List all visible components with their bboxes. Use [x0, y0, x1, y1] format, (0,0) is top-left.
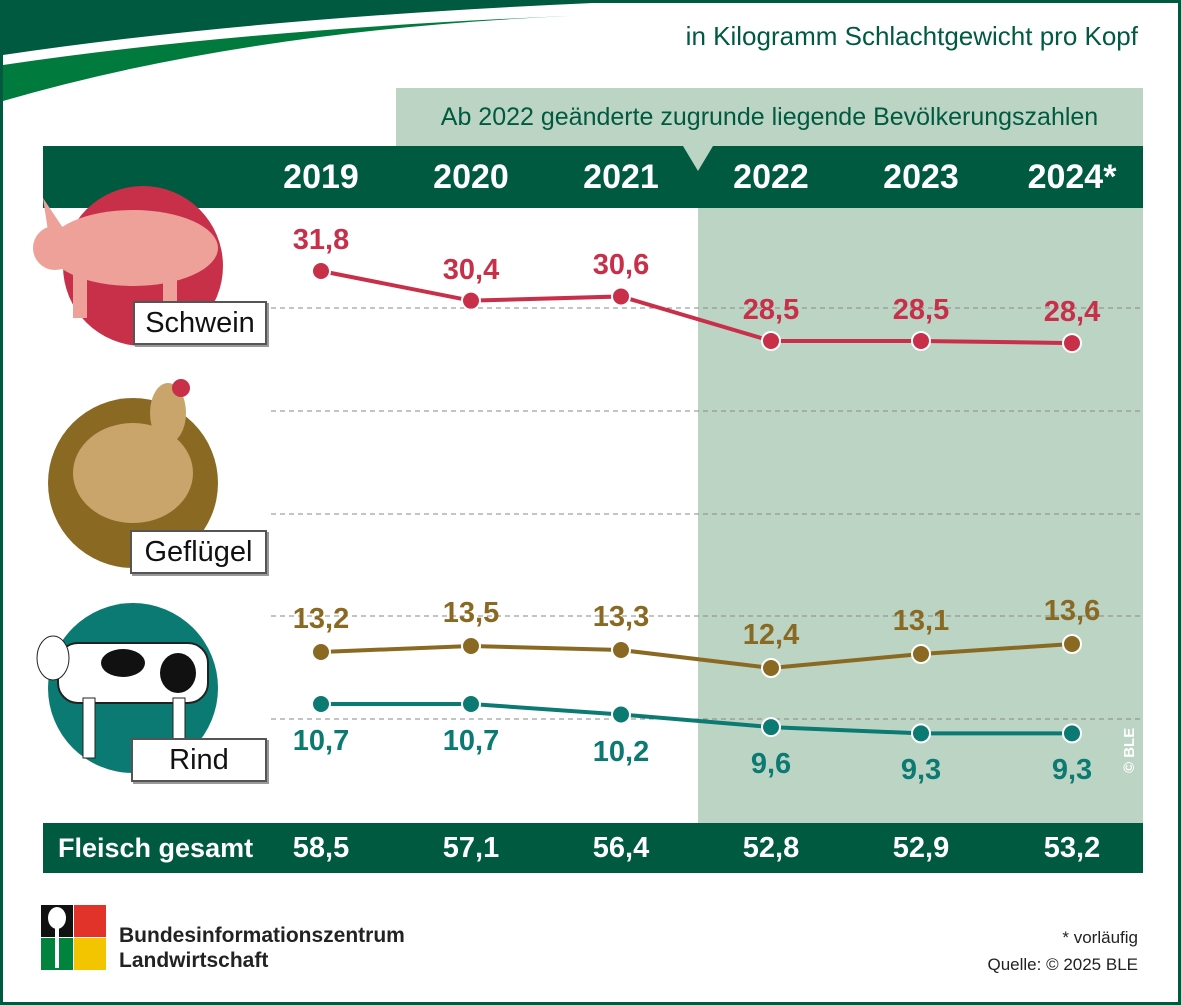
footnote: * vorläufig [1062, 928, 1138, 947]
series-line-1 [320, 642, 1073, 671]
data-label: 13,2 [292, 603, 350, 635]
data-point [911, 723, 931, 744]
data-point [461, 636, 481, 656]
logo [41, 905, 106, 970]
data-label: 9,3 [1051, 754, 1093, 787]
year-2020: 2020 [433, 158, 509, 196]
data-point [611, 286, 631, 307]
total-2021: 56,4 [592, 832, 650, 864]
data-label: 30,6 [592, 249, 650, 282]
data-label: 31,8 [292, 224, 350, 256]
total-2024: 53,2 [1043, 832, 1101, 864]
label-rind: Rind [131, 738, 267, 782]
data-label: 10,7 [292, 725, 350, 757]
org-name: Bundesinformationszentrum Landwirtschaft [119, 923, 405, 973]
data-label: 9,6 [750, 748, 792, 781]
year-2024: 2024* [1027, 158, 1117, 196]
data-label: 10,2 [592, 735, 650, 768]
note-pointer [683, 146, 713, 171]
data-label: 9,3 [900, 754, 942, 787]
data-point [911, 330, 931, 351]
year-header [43, 146, 1143, 208]
data-label: 13,3 [592, 601, 650, 633]
header-swoosh-light [3, 15, 593, 101]
data-point [911, 644, 931, 664]
year-2023: 2023 [883, 158, 959, 196]
data-point [1062, 333, 1082, 354]
data-point [761, 717, 781, 738]
data-point [311, 694, 331, 714]
data-label: 30,4 [442, 253, 500, 286]
source: Quelle: © 2025 BLE [987, 955, 1138, 974]
label-schwein: Schwein [133, 301, 267, 345]
data-point [461, 694, 481, 714]
year-2022: 2022 [733, 158, 809, 196]
data-point [761, 658, 781, 678]
totals-label: Fleisch gesamt [58, 833, 254, 863]
label-gefluegel: Geflügel [130, 530, 267, 574]
org-line2: Landwirtschaft [119, 949, 269, 972]
unit-note: in Kilogramm Schlachtgewicht pro Kopf [685, 21, 1138, 51]
data-label: 13,5 [442, 597, 500, 629]
year-2021: 2021 [583, 158, 659, 196]
data-point [1062, 723, 1082, 744]
data-point [311, 261, 331, 281]
chicken-icon [48, 379, 218, 568]
org-line1: Bundesinformationszentrum [119, 924, 405, 947]
data-point [461, 290, 481, 311]
total-2023: 52,9 [892, 832, 950, 864]
series-line-2 [321, 702, 1072, 736]
data-label: 10,7 [442, 725, 500, 757]
data-label: 28,5 [892, 293, 950, 326]
series-line-0 [320, 269, 1073, 346]
data-point [611, 640, 631, 660]
decor-layer [3, 3, 593, 101]
pointer-layer [683, 146, 713, 171]
cow-icon [36, 603, 218, 773]
population-note: Ab 2022 geänderte zugrunde liegende Bevö… [396, 88, 1143, 146]
data-label: 13,6 [1043, 595, 1101, 627]
data-point [1062, 634, 1082, 654]
data-label: 28,4 [1043, 296, 1101, 329]
year-2019: 2019 [283, 158, 359, 196]
data-label: 28,5 [742, 293, 800, 326]
data-label: 12,4 [742, 619, 800, 651]
header-swoosh [3, 3, 593, 55]
total-2019: 58,5 [292, 832, 350, 864]
data-label: 13,1 [892, 605, 950, 637]
data-point [761, 330, 781, 351]
total-2022: 52,8 [742, 832, 800, 864]
data-point [611, 704, 631, 725]
total-2020: 57,1 [442, 832, 500, 864]
totals-bar [43, 823, 1143, 873]
data-point [311, 642, 331, 662]
